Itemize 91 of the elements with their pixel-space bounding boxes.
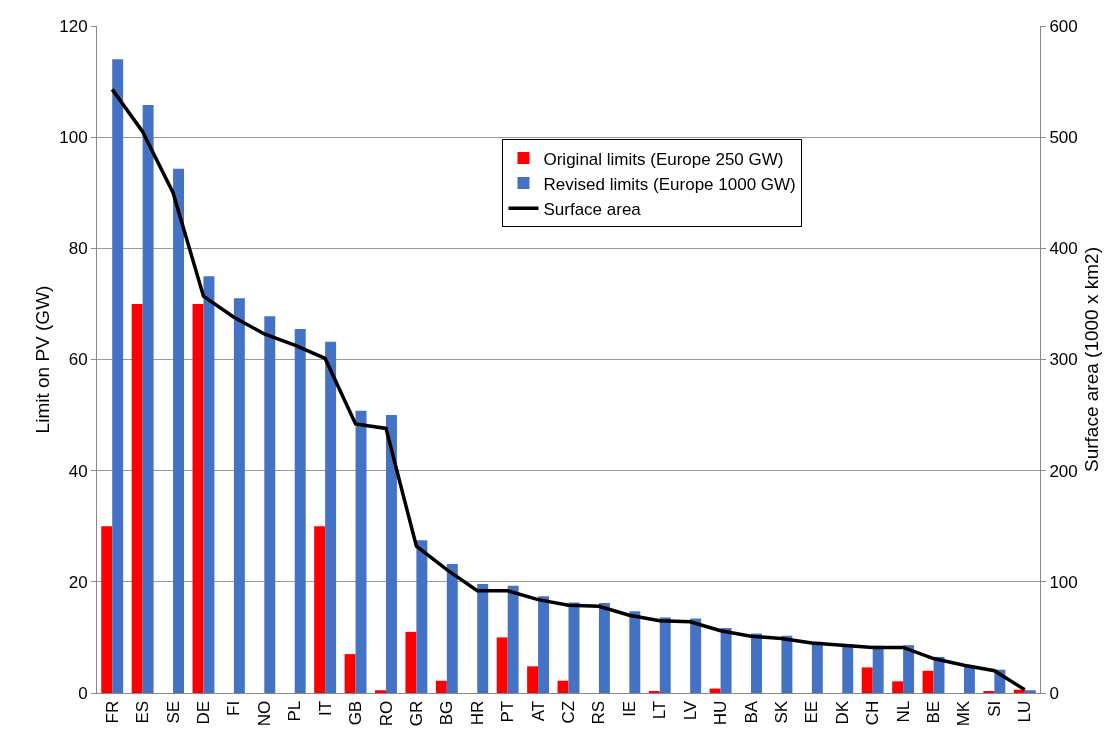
x-tick-label: HU [711, 700, 731, 726]
bar [314, 526, 326, 693]
x-tick-label: CZ [559, 700, 579, 724]
x-tick-label: DE [193, 700, 213, 725]
bar [496, 637, 508, 693]
x-tick-label: FI [224, 700, 244, 716]
bar [294, 328, 306, 693]
y2-tick-label: 200 [1049, 461, 1078, 481]
y2-tick-label: 0 [1049, 683, 1059, 703]
bar [385, 415, 397, 693]
bar [557, 680, 569, 693]
x-tick-label: AT [528, 700, 548, 722]
x-tick-label: LV [680, 700, 700, 721]
x-tick-label: SI [984, 700, 1004, 717]
bar [264, 316, 276, 693]
x-tick-label: LU [1015, 700, 1035, 723]
y-tick-label: 40 [68, 461, 88, 481]
bar [861, 667, 873, 693]
y-tick-label: 80 [68, 239, 88, 259]
x-tick-label: MK [954, 700, 974, 727]
x-tick-label: SK [771, 700, 791, 724]
x-tick-label: NL [893, 700, 913, 723]
bar [325, 341, 337, 693]
bar [405, 631, 417, 693]
x-tick-label: RS [589, 700, 609, 725]
x-tick-label: ES [133, 700, 153, 724]
x-tick-label: LT [650, 700, 670, 720]
bar [629, 611, 641, 693]
bar [892, 681, 904, 693]
bar [690, 618, 702, 693]
x-tick-label: GR [406, 700, 426, 727]
x-tick-label: PL [285, 700, 305, 722]
bar [507, 585, 519, 693]
x-tick-label: NO [254, 700, 274, 727]
x-tick-label: BE [924, 700, 944, 724]
bar [192, 303, 204, 693]
line-series [110, 87, 1027, 692]
y-tick-label: 0 [78, 683, 88, 703]
bar [720, 627, 732, 693]
bar [173, 168, 184, 693]
x-tick-label: BA [741, 700, 761, 724]
bar [781, 635, 793, 693]
legend-label: Original limits (Europe 250 GW) [543, 149, 784, 169]
y2-tick-label: 100 [1049, 572, 1078, 592]
y-tick-label: 20 [68, 572, 88, 592]
legend-label: Revised limits (Europe 1000 GW) [543, 174, 796, 194]
x-tick-label: EE [802, 700, 822, 724]
bar [131, 303, 143, 693]
y2-tick-label: 500 [1049, 128, 1078, 148]
x-tick-label: FR [102, 700, 122, 724]
y2-tick-label: 600 [1049, 16, 1078, 36]
y2-tick-label: 300 [1049, 350, 1078, 370]
bar [375, 690, 386, 693]
x-tick-label: BG [437, 700, 457, 726]
x-tick-label: GB [346, 700, 366, 726]
bar [416, 540, 428, 693]
bar [538, 596, 550, 693]
bar [903, 645, 915, 693]
x-tick-label: DK [832, 700, 852, 725]
x-tick-label: HR [467, 700, 487, 726]
bar [598, 602, 610, 693]
bar [1024, 690, 1036, 693]
bar [446, 564, 458, 693]
bar [477, 584, 489, 693]
bar [344, 654, 356, 693]
bar [709, 688, 721, 693]
bar [355, 410, 367, 693]
bar [435, 680, 447, 693]
y2-tick-label: 400 [1049, 239, 1078, 259]
bar [659, 617, 671, 693]
bar [842, 644, 854, 693]
x-tick-label: RO [376, 700, 396, 727]
bar [112, 59, 124, 693]
bar [751, 633, 762, 693]
y-tick-label: 100 [59, 128, 88, 148]
x-tick-label: SE [163, 700, 183, 724]
bar [922, 670, 934, 693]
y-tick-label: 60 [68, 350, 88, 370]
legend-label: Surface area [543, 199, 642, 219]
x-tick-label: IT [315, 700, 335, 716]
bar [233, 298, 245, 693]
x-tick-label: CH [863, 700, 883, 726]
x-tick-label: PT [498, 700, 518, 723]
bar [527, 666, 539, 693]
y2-axis-title: Surface area (1000 x km2) [1080, 247, 1102, 472]
y-tick-label: 120 [59, 16, 88, 36]
bar [142, 104, 154, 693]
y-axis-title: Limit on PV (GW) [32, 285, 53, 434]
x-tick-label: IE [619, 700, 639, 717]
bar [101, 526, 113, 693]
bar [203, 276, 215, 693]
